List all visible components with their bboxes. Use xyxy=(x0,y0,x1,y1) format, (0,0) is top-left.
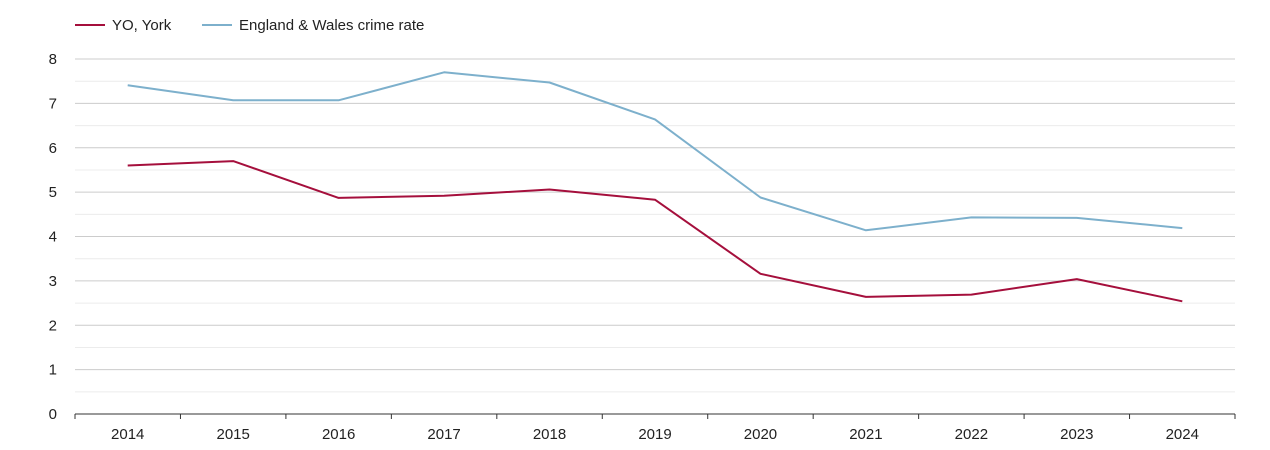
y-tick-label: 5 xyxy=(49,184,57,201)
series-line-england-wales-crime-rate[interactable] xyxy=(127,71,1183,232)
grid-lines xyxy=(75,58,1235,393)
legend: YO, York England & Wales crime rate xyxy=(75,17,424,34)
legend-label-england-wales: England & Wales crime rate xyxy=(239,17,424,34)
legend-label-york: YO, York xyxy=(112,17,172,34)
y-tick-label: 1 xyxy=(49,362,57,379)
y-tick-label: 6 xyxy=(49,140,57,157)
y-tick-label: 4 xyxy=(49,229,57,246)
x-axis: 2014 2015 2016 2017 2018 2019 2020 2021 2022 2023… xyxy=(74,413,1236,443)
y-tick-label: 3 xyxy=(49,273,57,290)
x-tick-label: 2016 xyxy=(322,426,355,443)
series-lines xyxy=(127,71,1183,303)
legend-item-england-wales[interactable]: England & Wales crime rate xyxy=(202,17,424,34)
x-tick-label: 2019 xyxy=(638,426,671,443)
y-axis: 0 1 2 3 4 5 6 7 8 xyxy=(49,51,57,423)
x-tick-label: 2014 xyxy=(111,426,144,443)
series-line-yo-york[interactable] xyxy=(127,160,1183,303)
x-tick-label: 2021 xyxy=(849,426,882,443)
x-tick-label: 2020 xyxy=(744,426,777,443)
x-tick-label: 2022 xyxy=(955,426,988,443)
y-tick-label: 2 xyxy=(49,317,57,334)
y-tick-label: 0 xyxy=(49,406,57,423)
y-tick-label: 7 xyxy=(49,95,57,112)
y-tick-label: 8 xyxy=(49,51,57,68)
x-tick-label: 2023 xyxy=(1060,426,1093,443)
x-tick-label: 2024 xyxy=(1166,426,1199,443)
x-tick-label: 2017 xyxy=(427,426,460,443)
x-tick-label: 2015 xyxy=(216,426,249,443)
legend-item-york[interactable]: YO, York xyxy=(75,17,172,34)
x-tick-label: 2018 xyxy=(533,426,566,443)
